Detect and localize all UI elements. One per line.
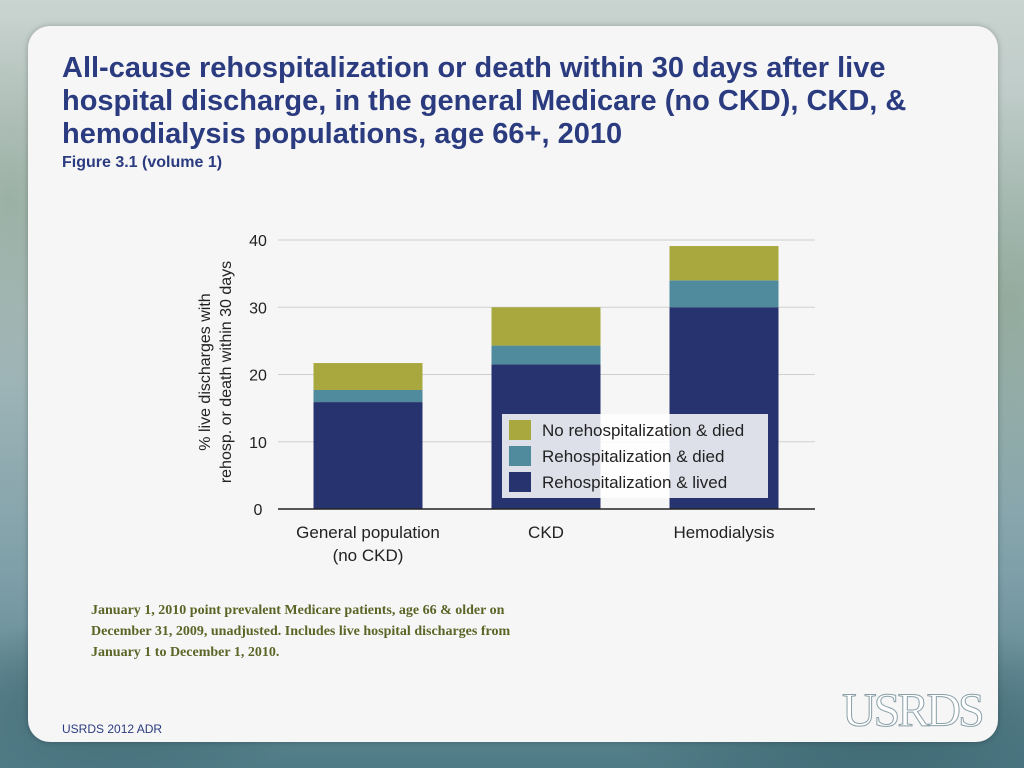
- legend-label: No rehospitalization & died: [542, 421, 744, 440]
- axes: 0 10 20 30 40 General population (no CKD) CKD He…: [197, 233, 815, 565]
- legend-label: Rehospitalization & died: [542, 447, 724, 466]
- x-tick-label: General population: [296, 523, 440, 542]
- x-tick-label: (no CKD): [333, 546, 404, 565]
- y-axis-label-line: % live discharges with: [197, 293, 214, 450]
- usrds-logo: USRDS: [842, 684, 986, 738]
- bar-segment: [313, 363, 423, 390]
- legend: No rehospitalization & died Rehospitaliza…: [502, 414, 768, 498]
- legend-box: [502, 414, 768, 498]
- y-tick-label: 20: [249, 368, 267, 385]
- legend-swatch: [509, 420, 531, 440]
- y-tick-label: 40: [249, 233, 267, 250]
- bar-segment: [313, 389, 423, 403]
- footnote: January 1, 2010 point prevalent Medicare…: [91, 603, 511, 660]
- bar-segment: [491, 345, 601, 365]
- bar-segment: [669, 280, 779, 308]
- legend-label: Rehospitalization & lived: [542, 473, 727, 492]
- legend-swatch: [509, 472, 531, 492]
- y-axis-label: % live discharges with rehosp. or death w…: [197, 261, 235, 483]
- bar-segment: [669, 246, 779, 281]
- x-tick-label: Hemodialysis: [673, 523, 774, 542]
- bar-segment: [491, 307, 601, 346]
- source-label: USRDS 2012 ADR: [62, 722, 163, 736]
- y-tick-label: 0: [254, 502, 263, 519]
- figure-subtitle: Figure 3.1 (volume 1): [62, 154, 223, 171]
- bar-segment: [313, 402, 423, 509]
- y-tick-label: 10: [249, 435, 267, 452]
- y-tick-label: 30: [249, 300, 267, 317]
- x-tick-label: CKD: [528, 523, 564, 542]
- y-axis-label-line: rehosp. or death within 30 days: [218, 261, 235, 483]
- page-title: All-cause rehospitalization or death wit…: [62, 52, 907, 150]
- legend-swatch: [509, 446, 531, 466]
